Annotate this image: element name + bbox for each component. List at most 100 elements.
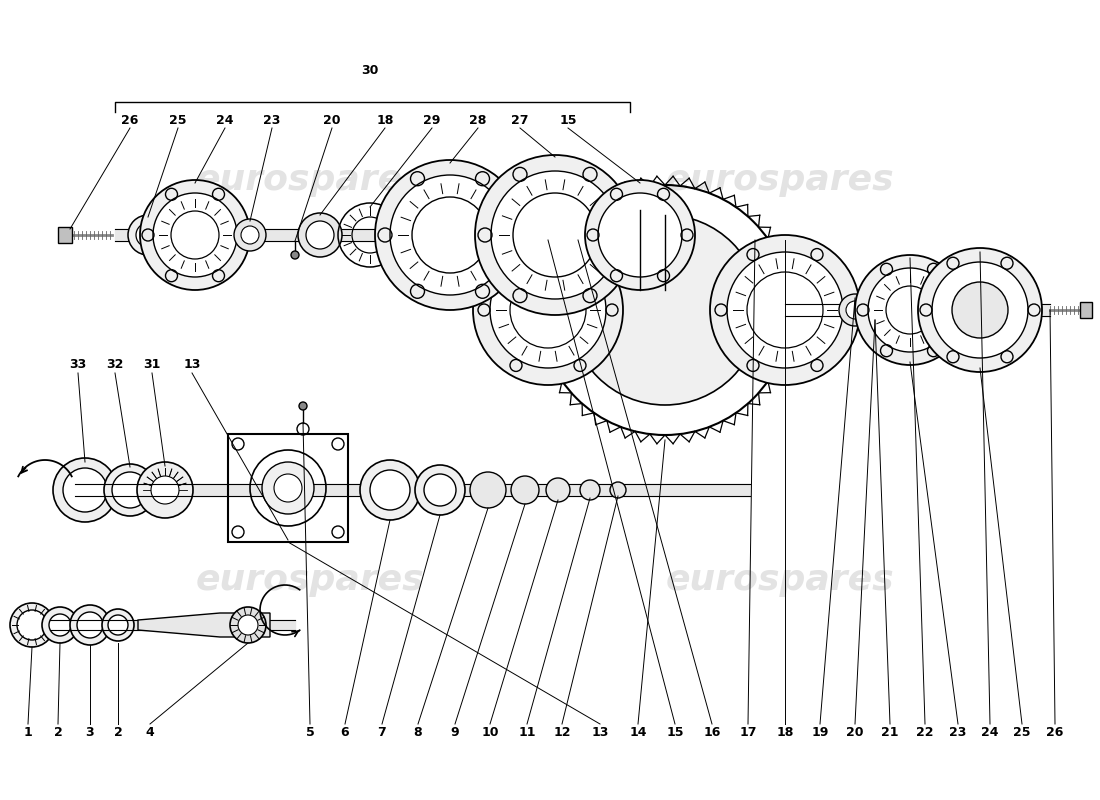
Circle shape	[140, 180, 250, 290]
Circle shape	[10, 603, 54, 647]
Circle shape	[475, 155, 635, 315]
Circle shape	[610, 482, 626, 498]
Circle shape	[153, 193, 236, 277]
Text: 30: 30	[361, 63, 378, 77]
Circle shape	[952, 282, 1008, 338]
Text: eurospares: eurospares	[196, 163, 425, 197]
Text: 2: 2	[54, 726, 63, 738]
Circle shape	[262, 462, 314, 514]
Circle shape	[112, 472, 148, 508]
Circle shape	[415, 465, 465, 515]
Circle shape	[136, 223, 160, 247]
Text: 32: 32	[107, 358, 123, 371]
Bar	[1080, 302, 1092, 318]
Text: 9: 9	[451, 726, 460, 738]
Text: 14: 14	[629, 726, 647, 738]
Circle shape	[491, 171, 619, 299]
Circle shape	[104, 464, 156, 516]
Circle shape	[53, 458, 117, 522]
Circle shape	[16, 610, 47, 640]
Circle shape	[234, 219, 266, 251]
Circle shape	[871, 338, 879, 346]
Circle shape	[932, 262, 1028, 358]
Circle shape	[370, 470, 410, 510]
Text: 26: 26	[1046, 726, 1064, 738]
Text: 11: 11	[518, 726, 536, 738]
Circle shape	[360, 460, 420, 520]
Text: 18: 18	[777, 726, 794, 738]
Text: eurospares: eurospares	[666, 563, 894, 597]
Text: 29: 29	[424, 114, 441, 126]
Circle shape	[292, 251, 299, 259]
Circle shape	[63, 468, 107, 512]
Text: 7: 7	[377, 726, 386, 738]
Text: 24: 24	[217, 114, 233, 126]
Text: 24: 24	[981, 726, 999, 738]
Circle shape	[598, 193, 682, 277]
Text: 25: 25	[169, 114, 187, 126]
Text: 20: 20	[846, 726, 864, 738]
Circle shape	[230, 607, 266, 643]
Circle shape	[108, 615, 128, 635]
Text: 22: 22	[916, 726, 934, 738]
Text: 23: 23	[949, 726, 967, 738]
Circle shape	[128, 215, 168, 255]
Circle shape	[473, 235, 623, 385]
Text: eurospares: eurospares	[196, 563, 425, 597]
Circle shape	[846, 301, 864, 319]
Circle shape	[77, 612, 103, 638]
Bar	[228, 434, 348, 542]
Circle shape	[306, 221, 334, 249]
Text: 10: 10	[482, 726, 498, 738]
Text: 6: 6	[341, 726, 350, 738]
Polygon shape	[138, 613, 270, 637]
Text: 17: 17	[739, 726, 757, 738]
Circle shape	[580, 480, 600, 500]
Circle shape	[70, 605, 110, 645]
Circle shape	[241, 226, 258, 244]
Text: 8: 8	[414, 726, 422, 738]
Circle shape	[570, 215, 760, 405]
Circle shape	[855, 255, 965, 365]
Circle shape	[585, 180, 695, 290]
Text: eurospares: eurospares	[666, 163, 894, 197]
Circle shape	[274, 474, 302, 502]
Text: 23: 23	[263, 114, 280, 126]
Circle shape	[299, 402, 307, 410]
Circle shape	[868, 268, 952, 352]
Circle shape	[490, 252, 606, 368]
Text: 13: 13	[184, 358, 200, 371]
Circle shape	[375, 160, 525, 310]
Circle shape	[424, 474, 456, 506]
Circle shape	[102, 609, 134, 641]
Text: 21: 21	[881, 726, 899, 738]
Circle shape	[151, 476, 179, 504]
Text: 12: 12	[553, 726, 571, 738]
Text: 25: 25	[1013, 726, 1031, 738]
Text: 28: 28	[470, 114, 486, 126]
Circle shape	[298, 213, 342, 257]
Text: 31: 31	[143, 358, 161, 371]
Text: 15: 15	[667, 726, 684, 738]
Circle shape	[390, 175, 510, 295]
Text: 15: 15	[559, 114, 576, 126]
Text: 33: 33	[69, 358, 87, 371]
Circle shape	[42, 607, 78, 643]
Circle shape	[710, 235, 860, 385]
Text: 20: 20	[323, 114, 341, 126]
Circle shape	[512, 476, 539, 504]
Circle shape	[839, 294, 871, 326]
Circle shape	[50, 614, 72, 636]
Text: 26: 26	[121, 114, 139, 126]
Bar	[58, 227, 72, 243]
Text: 3: 3	[86, 726, 95, 738]
Circle shape	[470, 472, 506, 508]
Circle shape	[918, 248, 1042, 372]
Text: 16: 16	[703, 726, 720, 738]
Circle shape	[238, 615, 258, 635]
Text: 13: 13	[592, 726, 608, 738]
Text: 2: 2	[113, 726, 122, 738]
Text: 5: 5	[306, 726, 315, 738]
Text: 27: 27	[512, 114, 529, 126]
Circle shape	[727, 252, 843, 368]
